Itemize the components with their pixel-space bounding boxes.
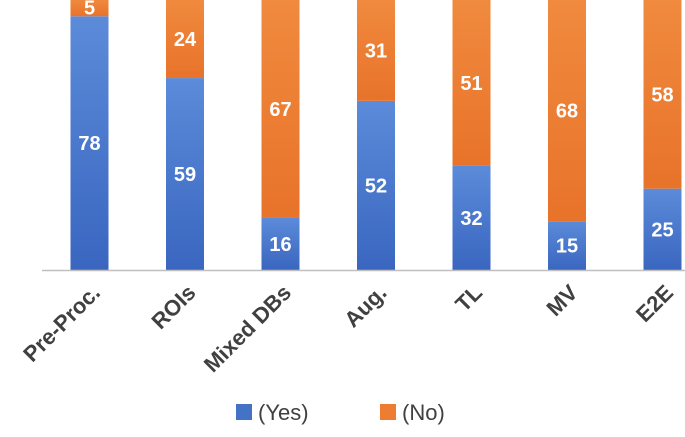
bar-no-1 (166, 0, 204, 79)
data-label-yes-0: 78 (78, 133, 100, 155)
bar-yes-4 (452, 165, 491, 270)
data-label-no-1: 24 (174, 29, 197, 51)
data-label-yes-6: 25 (651, 219, 673, 241)
bar-no-0 (70, 0, 109, 17)
data-label-yes-4: 32 (460, 208, 482, 230)
legend-swatch-yes (236, 404, 252, 420)
legend-swatch-no (380, 404, 396, 420)
bar-yes-2 (261, 217, 300, 270)
data-label-yes-1: 59 (174, 164, 196, 186)
x-tick-label-2: Mixed DBs (199, 280, 296, 377)
bars-group: 78 5 59 24 16 67 52 31 32 51 15 68 25 58 (70, 0, 682, 270)
legend-label-no: (No) (402, 400, 445, 425)
bar-no-6 (643, 0, 682, 189)
data-label-no-2: 67 (269, 99, 291, 121)
x-tick-label-5: MV (542, 280, 583, 321)
x-tick-label-1: ROIs (147, 280, 201, 334)
data-label-no-6: 58 (651, 84, 673, 106)
data-label-no-3: 31 (365, 40, 387, 62)
x-tick-label-6: E2E (631, 280, 678, 327)
bar-no-3 (357, 0, 395, 101)
bar-yes-1 (166, 78, 204, 270)
bar-yes-0 (70, 16, 109, 270)
data-label-yes-2: 16 (269, 234, 291, 256)
data-label-no-0: 5 (84, 0, 95, 19)
bar-no-5 (548, 0, 586, 222)
legend-label-yes: (Yes) (258, 400, 309, 425)
x-tick-label-3: Aug. (339, 280, 391, 332)
bar-yes-5 (548, 221, 586, 270)
data-label-no-4: 51 (460, 73, 482, 95)
bar-no-2 (261, 0, 300, 218)
legend: (Yes) (No) (236, 400, 445, 425)
data-label-no-5: 68 (556, 101, 578, 123)
bar-yes-3 (357, 100, 395, 270)
data-label-yes-3: 52 (365, 175, 387, 197)
data-label-yes-5: 15 (556, 236, 578, 258)
x-tick-label-4: TL (450, 280, 487, 317)
x-tick-label-0: Pre-Proc. (18, 280, 105, 367)
bar-yes-6 (643, 188, 682, 270)
bar-no-4 (452, 0, 491, 166)
